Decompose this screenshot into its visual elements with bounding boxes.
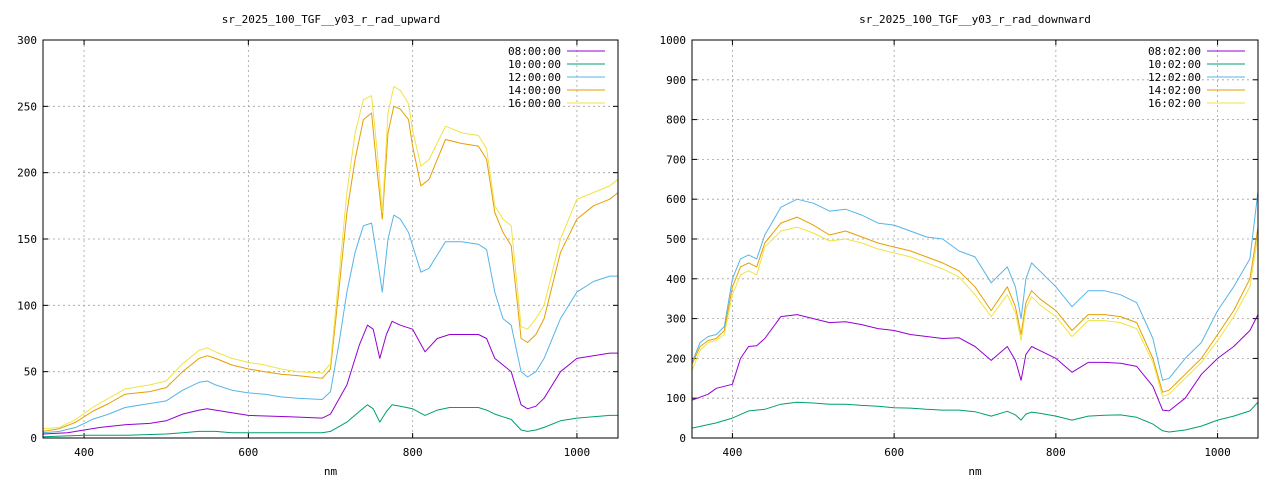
x-axis-label: nm bbox=[968, 465, 982, 478]
y-tick-label: 300 bbox=[17, 34, 37, 47]
y-tick-label: 700 bbox=[666, 153, 686, 166]
series-line-10-00-00 bbox=[43, 404, 618, 438]
series-line-12-02-00 bbox=[692, 191, 1258, 381]
legend-label: 10:00:00 bbox=[508, 58, 561, 71]
y-tick-label: 900 bbox=[666, 74, 686, 87]
x-tick-label: 600 bbox=[884, 446, 904, 459]
series-line-12-00-00 bbox=[43, 214, 618, 434]
chart-panel: 0 100 200 300 400 500 600 700 800 900 1000 400 600 80… bbox=[660, 13, 1259, 478]
series-line-08-00-00 bbox=[43, 320, 618, 435]
x-tick-label: 1000 bbox=[1204, 446, 1231, 459]
legend-label: 10:02:00 bbox=[1148, 58, 1201, 71]
y-tick-label: 200 bbox=[17, 167, 37, 180]
y-tick-label: 1000 bbox=[660, 34, 687, 47]
y-tick-label: 400 bbox=[666, 273, 686, 286]
y-tick-label: 100 bbox=[17, 299, 37, 312]
y-tick-label: 250 bbox=[17, 100, 37, 113]
y-tick-label: 0 bbox=[679, 432, 686, 445]
y-tick-label: 100 bbox=[666, 392, 686, 405]
y-tick-label: 300 bbox=[666, 313, 686, 326]
series-line-14-00-00 bbox=[43, 105, 618, 432]
plot-frame bbox=[691, 39, 1259, 439]
legend-label: 12:00:00 bbox=[508, 71, 561, 84]
legend-label: 08:00:00 bbox=[508, 45, 561, 58]
y-tick-label: 50 bbox=[24, 366, 37, 379]
chart-title: sr_2025_100_TGF__y03_r_rad_downward bbox=[859, 13, 1091, 26]
y-tick-label: 500 bbox=[666, 233, 686, 246]
legend-label: 14:00:00 bbox=[508, 84, 561, 97]
y-tick-label: 150 bbox=[17, 233, 37, 246]
y-tick-label: 600 bbox=[666, 193, 686, 206]
legend-label: 12:02:00 bbox=[1148, 71, 1201, 84]
x-tick-label: 400 bbox=[722, 446, 742, 459]
series-line-16-00-00 bbox=[43, 85, 618, 430]
y-tick-label: 200 bbox=[666, 352, 686, 365]
chart-panel: 0 50 100 150 200 250 300 400 600 800 1000 sr_2025_1… bbox=[17, 13, 619, 478]
x-tick-label: 1000 bbox=[564, 446, 591, 459]
series-line-08-02-00 bbox=[692, 314, 1258, 412]
y-tick-label: 800 bbox=[666, 114, 686, 127]
series-line-16-02-00 bbox=[692, 226, 1258, 397]
series-line-14-02-00 bbox=[692, 216, 1258, 393]
x-tick-label: 600 bbox=[238, 446, 258, 459]
x-axis-label: nm bbox=[324, 465, 338, 478]
legend-label: 16:02:00 bbox=[1148, 97, 1201, 110]
x-tick-label: 400 bbox=[74, 446, 94, 459]
legend-label: 16:00:00 bbox=[508, 97, 561, 110]
plot-frame bbox=[42, 39, 619, 439]
y-tick-label: 0 bbox=[30, 432, 37, 445]
legend-label: 14:02:00 bbox=[1148, 84, 1201, 97]
x-tick-label: 800 bbox=[403, 446, 423, 459]
legend-label: 08:02:00 bbox=[1148, 45, 1201, 58]
x-tick-label: 800 bbox=[1046, 446, 1066, 459]
series-line-10-02-00 bbox=[692, 401, 1258, 433]
chart-title: sr_2025_100_TGF__y03_r_rad_upward bbox=[222, 13, 441, 26]
